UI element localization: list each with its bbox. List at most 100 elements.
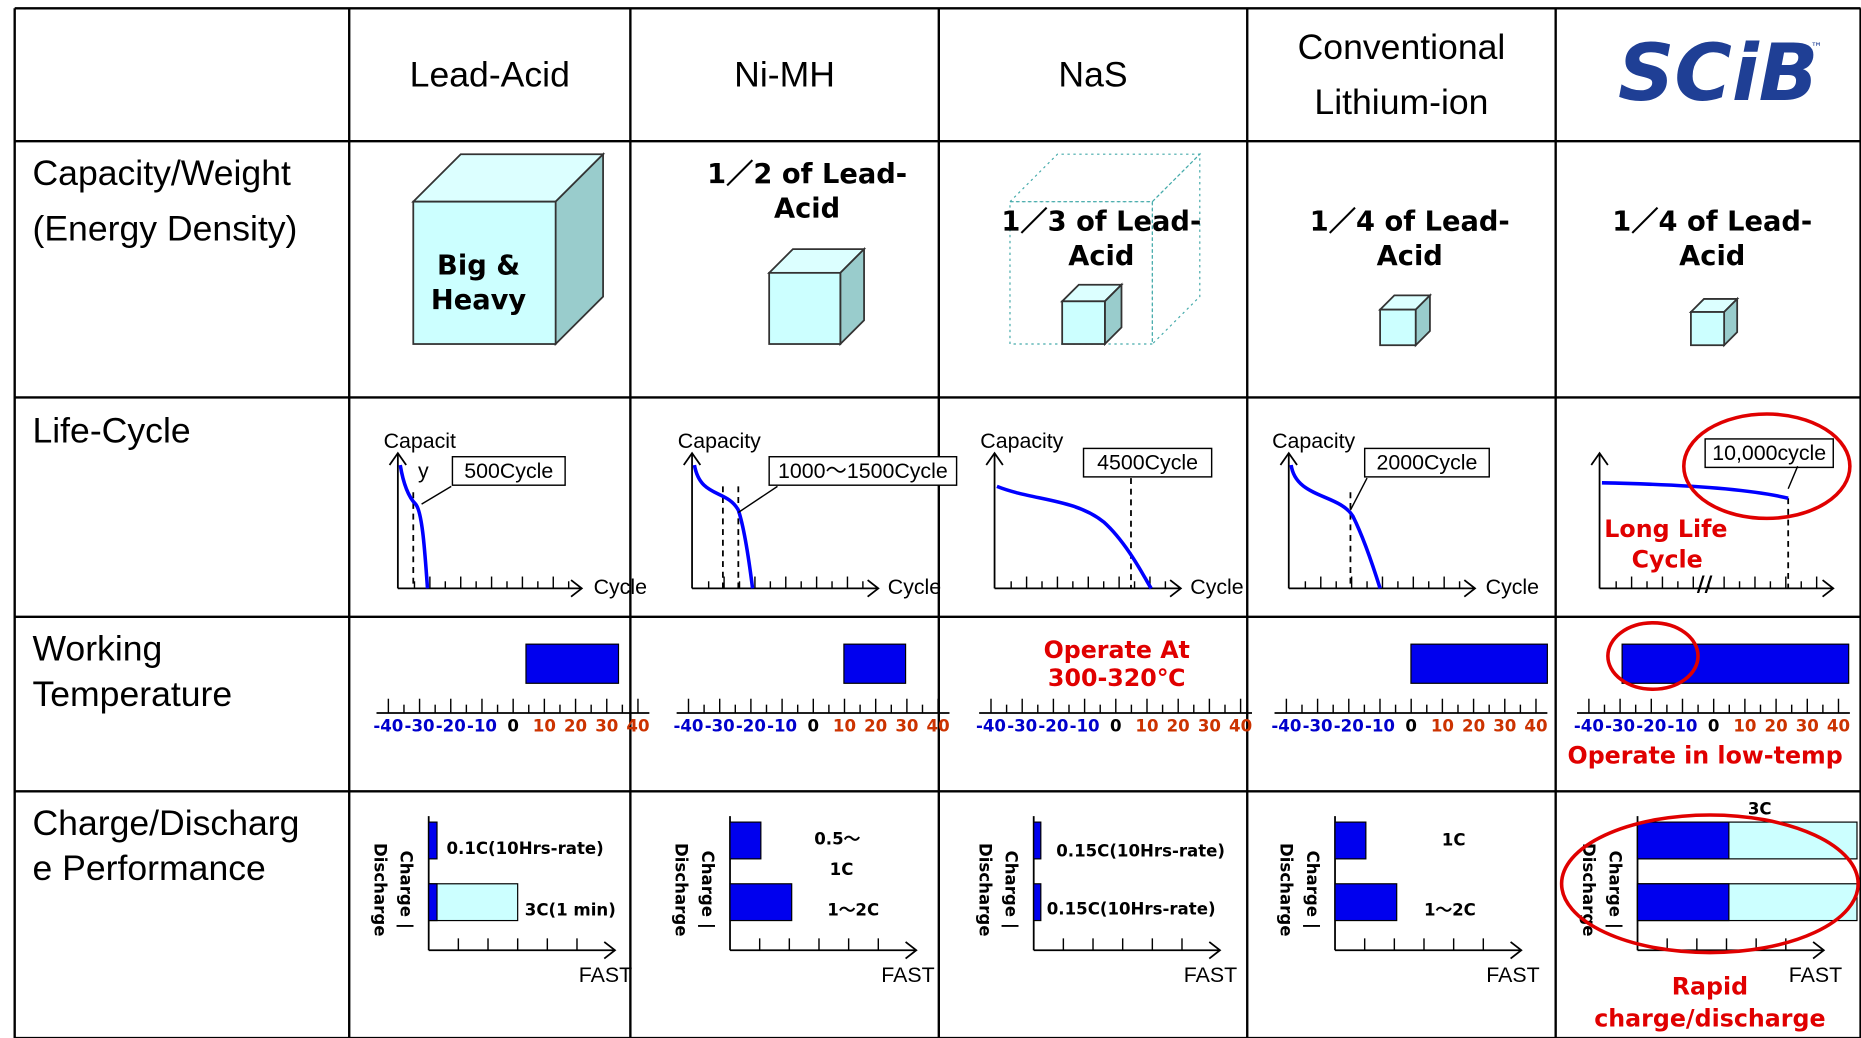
- label: Capacit: [384, 429, 456, 453]
- label: 1C: [1442, 831, 1466, 850]
- label: -20: [1334, 717, 1364, 736]
- label: Ni-MH: [734, 55, 835, 95]
- label: -20: [736, 717, 766, 736]
- cube-front: [1062, 301, 1105, 344]
- label: FAST: [881, 963, 934, 987]
- label: 500Cycle: [464, 459, 553, 483]
- label: 20: [564, 717, 587, 736]
- temp-range-bar: [526, 644, 619, 683]
- label: -40: [976, 717, 1006, 736]
- label: 300-320℃: [1048, 664, 1186, 692]
- label: 20: [1765, 717, 1788, 736]
- label: 3C(1 min): [525, 901, 616, 920]
- label: Capacity/Weight: [32, 153, 291, 193]
- label: Conventional: [1298, 27, 1506, 67]
- label: 40: [1229, 717, 1252, 736]
- label: 1～2C: [827, 901, 879, 920]
- label: Capacity: [1272, 429, 1355, 453]
- label: charge/discharge: [1594, 1005, 1825, 1033]
- label: Charge |: [697, 851, 717, 929]
- label: -30: [1605, 717, 1635, 736]
- axis-break: //: [1697, 572, 1713, 597]
- charge-bar: [429, 822, 437, 859]
- label: SCiB: [1618, 28, 1818, 119]
- label: Charge |: [395, 851, 415, 929]
- label: 0.15C(10Hrs-rate): [1056, 841, 1225, 860]
- label: 0: [507, 717, 519, 736]
- label: -10: [467, 717, 497, 736]
- charge-bar: [730, 822, 761, 859]
- label: Rapid: [1672, 973, 1748, 1001]
- label: Acid: [1068, 241, 1134, 272]
- label: 40: [626, 717, 649, 736]
- charge-bar: [1638, 822, 1729, 859]
- label: Operate in low-temp: [1568, 741, 1843, 769]
- label: -40: [1574, 717, 1604, 736]
- label: Discharge: [672, 843, 691, 937]
- label: -30: [405, 717, 435, 736]
- label: -30: [1303, 717, 1333, 736]
- label: 30: [1796, 717, 1819, 736]
- label: -40: [1271, 717, 1301, 736]
- label: ™: [1811, 40, 1823, 54]
- label: 10,000cycle: [1712, 441, 1826, 465]
- label: 30: [1198, 717, 1221, 736]
- label: Discharge: [1277, 843, 1296, 937]
- label: 0.15C(10Hrs-rate): [1047, 899, 1216, 918]
- label: 40: [927, 717, 950, 736]
- label: Operate At: [1044, 636, 1190, 664]
- label: 10: [1135, 717, 1158, 736]
- label: Acid: [1377, 241, 1443, 272]
- label: FAST: [1486, 963, 1539, 987]
- discharge-bar: [429, 884, 518, 921]
- label: -40: [674, 717, 704, 736]
- label: 0: [1405, 717, 1417, 736]
- label: 20: [864, 717, 887, 736]
- label: Big &: [437, 250, 520, 281]
- label: Acid: [1679, 241, 1745, 272]
- label: Cycle: [1632, 546, 1703, 574]
- label: 10: [833, 717, 856, 736]
- label: 0: [1110, 717, 1122, 736]
- label: -20: [1038, 717, 1068, 736]
- label: NaS: [1058, 55, 1127, 95]
- label: Capacity: [980, 429, 1063, 453]
- label: -30: [705, 717, 735, 736]
- label: Temperature: [32, 674, 232, 714]
- label: Long Life: [1604, 515, 1727, 543]
- label: Charge |: [1000, 851, 1020, 929]
- label: 0: [808, 717, 820, 736]
- label: 10: [1733, 717, 1756, 736]
- label: -10: [1365, 717, 1395, 736]
- label: -10: [767, 717, 797, 736]
- label: 30: [1493, 717, 1516, 736]
- label: Lithium-ion: [1314, 82, 1488, 122]
- label: 20: [1462, 717, 1485, 736]
- label: -30: [1007, 717, 1037, 736]
- label: 1／4 of Lead-: [1310, 207, 1510, 238]
- label: FAST: [1184, 963, 1237, 987]
- label: 1000～1500Cycle: [778, 459, 948, 483]
- label: 1／3 of Lead-: [1001, 207, 1201, 238]
- charge-bar: [1335, 822, 1366, 859]
- cube-front: [1691, 312, 1724, 345]
- discharge-bar: [730, 884, 792, 921]
- label: FAST: [1789, 963, 1842, 987]
- label: Acid: [774, 193, 840, 224]
- label: -10: [1667, 717, 1697, 736]
- label: Cycle: [888, 575, 941, 599]
- label: Discharge: [975, 843, 994, 937]
- label: 1～2C: [1424, 901, 1476, 920]
- label: 2000Cycle: [1377, 450, 1478, 474]
- label: Heavy: [431, 285, 526, 316]
- label: 0: [1708, 717, 1720, 736]
- label: Charge |: [1302, 851, 1322, 929]
- temp-range-bar: [1622, 644, 1849, 683]
- label: -20: [1636, 717, 1666, 736]
- cube-front: [769, 273, 840, 344]
- label: Discharge: [370, 843, 389, 937]
- label: 40: [1524, 717, 1547, 736]
- label: -20: [436, 717, 466, 736]
- label: 10: [533, 717, 556, 736]
- label: Cycle: [1190, 575, 1243, 599]
